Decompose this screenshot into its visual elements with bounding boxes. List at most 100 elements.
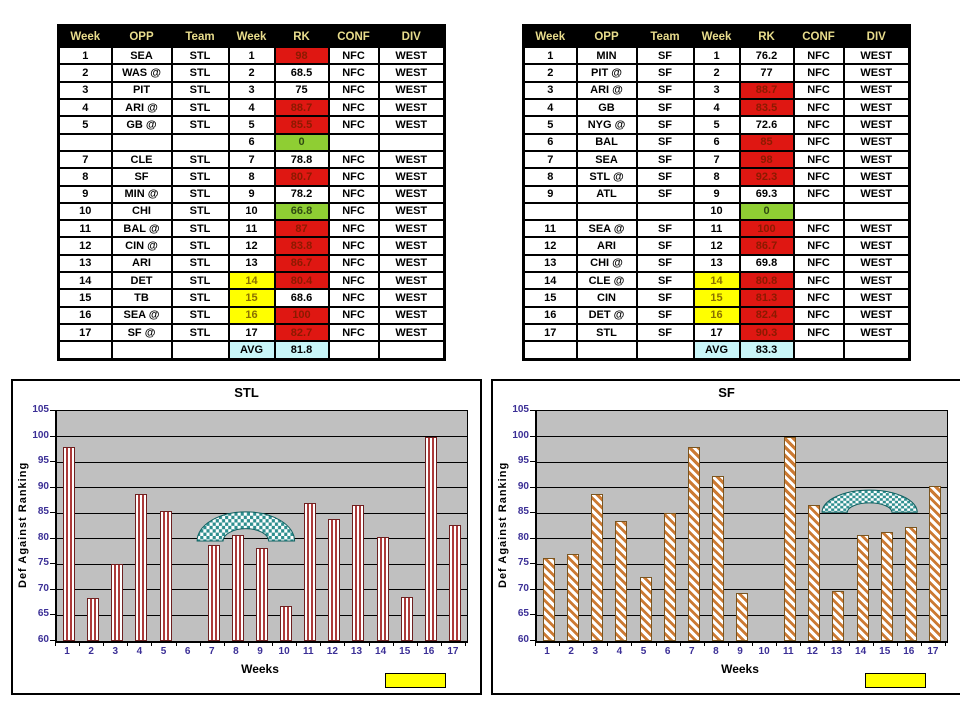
cell-conf: NFC [327, 253, 380, 274]
cell-week: 2 [522, 63, 578, 83]
table-row: 17 STL SF 17 90.3 NFC WEST [522, 322, 911, 343]
cell-rk: 80.4 [273, 271, 330, 291]
cell-week: 7 [522, 149, 578, 170]
table-row: 13 CHI @ SF 13 69.8 NFC WEST [522, 253, 911, 274]
cell-rk: 100 [273, 305, 330, 326]
cell-week: 5 [57, 115, 113, 135]
cell-week2: 7 [692, 149, 741, 170]
cell-week: 2 [57, 63, 113, 83]
x-tick-label: 14 [855, 646, 867, 657]
cell-week2: 17 [692, 322, 741, 343]
cell-conf: NFC [792, 288, 845, 308]
y-tick-label: 65 [517, 608, 529, 620]
cell-div: WEST [842, 184, 911, 204]
cell-opp: GB @ [110, 115, 173, 135]
gridline [57, 487, 467, 489]
x-tick-label: 10 [758, 646, 770, 657]
cell-team: STL [170, 201, 230, 222]
y-tick-label: 105 [32, 404, 49, 415]
cell-conf: NFC [792, 132, 845, 152]
cell-div: WEST [842, 288, 911, 308]
x-tick-mark [465, 642, 466, 646]
x-tick-mark [368, 642, 370, 646]
cell-rk: 77 [738, 63, 795, 83]
x-tick-label: 8 [233, 646, 239, 657]
plot-area [535, 410, 948, 643]
cell-conf: NFC [792, 80, 845, 100]
cell-div: WEST [842, 80, 911, 100]
gridline [537, 512, 947, 514]
col-header-conf: CONF [327, 24, 380, 48]
cell-week2: 13 [227, 253, 276, 274]
checkered-arc-annotation [819, 488, 920, 514]
bar-week-2 [567, 554, 580, 641]
table-row: 8 STL @ SF 8 92.3 NFC WEST [522, 167, 911, 187]
sf-chart: SF Def Against Ranking Weeks 60 65 70 75 80 8… [491, 379, 960, 695]
cell-conf: NFC [327, 167, 380, 187]
cell-team: SF [635, 219, 695, 239]
x-tick-mark [703, 642, 705, 646]
y-tick-mark [530, 435, 535, 437]
cell-opp: CLE [110, 149, 173, 170]
cell-conf: NFC [792, 322, 845, 343]
x-tick-label: 15 [879, 646, 891, 657]
cell-opp: CIN [575, 288, 638, 308]
cell-team: STL [170, 97, 230, 118]
sf-table-header: Week OPP Team Week RK CONF DIV [522, 24, 911, 48]
cell-week: 11 [522, 219, 578, 239]
cell-conf: NFC [792, 184, 845, 204]
bar-week-5 [639, 576, 652, 641]
cell-opp: ARI [110, 253, 173, 274]
cell-week: 1 [57, 45, 113, 66]
bar-week-15 [880, 532, 893, 641]
cell-opp: SEA @ [110, 305, 173, 326]
cell-week2: 6 [692, 132, 741, 152]
cell-week2: 17 [227, 322, 276, 343]
cell-opp: CLE @ [575, 271, 638, 291]
cell-rk: 78.2 [273, 184, 330, 204]
cell-team: STL [170, 184, 230, 204]
cell-week: 4 [57, 97, 113, 118]
chart-title: SF [718, 385, 735, 400]
y-tick-label: 65 [37, 608, 49, 620]
table-row: 11 BAL @ STL 11 87 NFC WEST [57, 219, 446, 239]
gridline [537, 563, 947, 565]
cell-opp: BAL [575, 132, 638, 152]
cell-div: WEST [377, 80, 446, 100]
y-axis-label: Def Against Ranking [17, 461, 29, 589]
x-tick-label: 5 [160, 646, 167, 657]
cell-div: WEST [377, 253, 446, 274]
cell-week: 13 [57, 253, 113, 274]
cell-week2: 16 [692, 305, 741, 326]
bar-week-14 [376, 536, 389, 641]
gridline [57, 538, 467, 540]
y-tick-mark [530, 614, 535, 616]
cell-conf: NFC [792, 305, 845, 326]
checkered-arc-annotation [194, 509, 298, 543]
bar-week-12 [808, 504, 821, 641]
table-row: 10 CHI STL 10 66.8 NFC WEST [57, 201, 446, 222]
cell-div: WEST [377, 115, 446, 135]
cell-week2: 9 [227, 184, 276, 204]
x-tick-mark [55, 642, 56, 646]
cell-week2: 5 [692, 115, 741, 135]
gridline [537, 436, 947, 438]
cell-conf: NFC [327, 63, 380, 83]
cell-div [842, 201, 911, 222]
bar-week-13 [352, 504, 365, 641]
bar-week-3 [111, 564, 124, 641]
cell-rk: 92.3 [738, 167, 795, 187]
cell-week2: 3 [692, 80, 741, 100]
gridline [57, 436, 467, 438]
cell-opp: ARI @ [110, 97, 173, 118]
cell-week2: 15 [227, 288, 276, 308]
cell-week: 12 [57, 236, 113, 256]
table-row: 9 MIN @ STL 9 78.2 NFC WEST [57, 184, 446, 204]
y-tick-label: 95 [37, 455, 49, 467]
cell-week2: 3 [227, 80, 276, 100]
col-header-div: DIV [377, 24, 446, 48]
bar-week-3 [591, 494, 604, 641]
cell-rk: 81.3 [738, 288, 795, 308]
table-row: 2 WAS @ STL 2 68.5 NFC WEST [57, 63, 446, 83]
